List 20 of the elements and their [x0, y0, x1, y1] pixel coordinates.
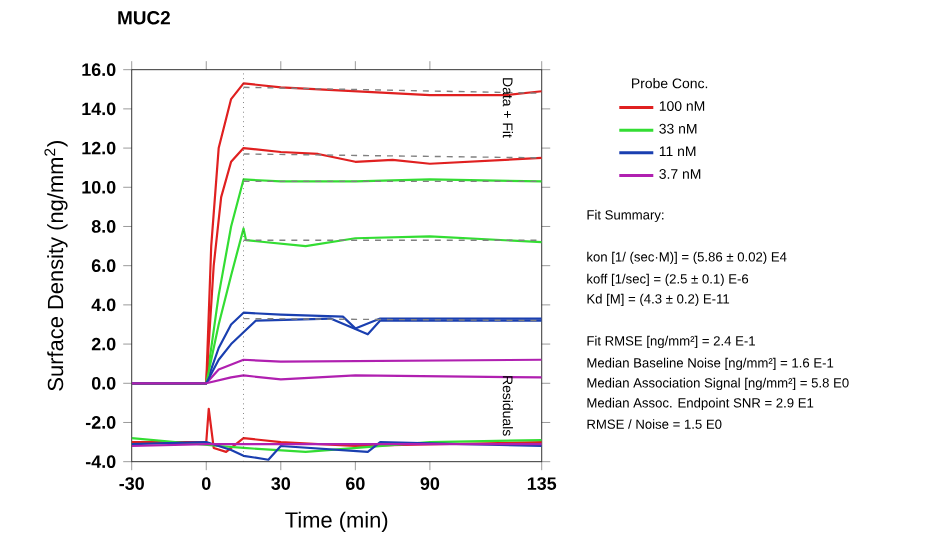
y-tick-label: 0.0 [91, 376, 116, 390]
y-tick-label: 6.0 [91, 259, 116, 273]
y-tick-label: 12.0 [82, 141, 116, 155]
x-tick-label: 135 [527, 477, 557, 490]
chart-title: MUC2 [118, 11, 170, 25]
y-tick-label: 14.0 [82, 102, 116, 116]
x-tick-label: 0 [201, 477, 211, 490]
y-tick-label: 4.0 [91, 298, 116, 312]
y-tick-label: 10.0 [82, 180, 116, 194]
y-tick-label: 8.0 [91, 220, 116, 233]
y-tick-label: 16.0 [82, 63, 116, 77]
x-tick-label: 90 [420, 477, 440, 490]
y-tick-label: 2.0 [91, 337, 116, 351]
y-tick-label: -2.0 [85, 416, 116, 429]
x-tick-label: 60 [346, 477, 365, 490]
y-axis-title: Surface Density (ng/mm$^{2}$) [44, 141, 68, 391]
y-tick-label: -4.0 [85, 455, 116, 469]
x-tick-label: 30 [271, 477, 291, 490]
x-tick-label: -30 [119, 477, 144, 490]
x-axis-title: Time (min) [285, 511, 388, 533]
